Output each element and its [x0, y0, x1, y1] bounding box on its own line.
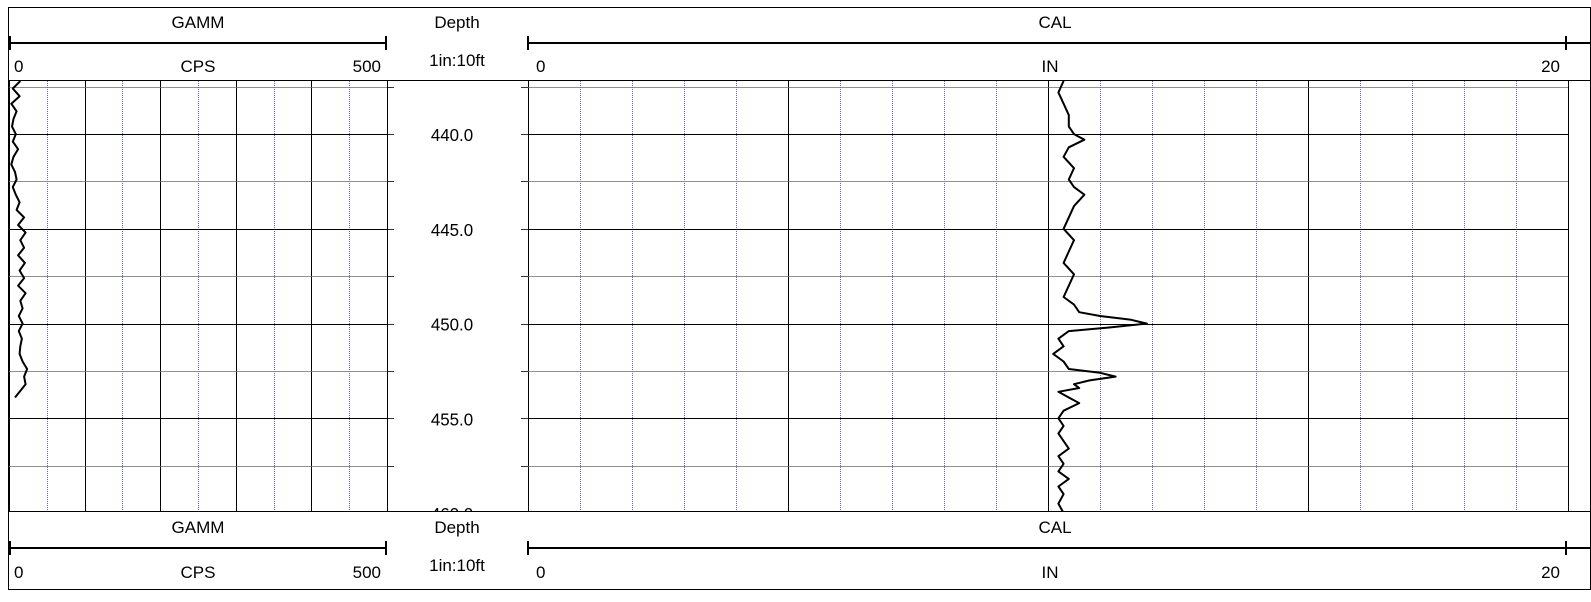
gamm-footer-unit: CPS [181, 563, 216, 582]
gamm-header-min: 0 [14, 57, 23, 76]
header-section: GAMM 0 CPS 500 Depth 1in:10ft CAL 0 IN 2… [8, 13, 1591, 81]
gamm-header-name: GAMM [172, 13, 225, 32]
gamm-footer-min: 0 [14, 563, 23, 582]
depth-footer-name: Depth [434, 518, 479, 537]
gamm-curve [10, 81, 29, 399]
depth-track: 440.0 445.0 450.0 455.0 460.0 [387, 87, 528, 525]
depth-tick-label: 455.0 [431, 409, 474, 430]
cal-footer-name: CAL [1038, 518, 1071, 537]
gamm-header-max: 500 [353, 57, 381, 76]
footer-section: GAMM 0 CPS 500 Depth 1in:10ft CAL 0 IN 2… [8, 511, 1591, 582]
depth-tick-label: 445.0 [431, 219, 474, 240]
cal-header-max: 20 [1541, 57, 1560, 76]
cal-curve [1052, 81, 1148, 511]
cal-footer-unit: IN [1042, 563, 1059, 582]
depth-header-name: Depth [434, 13, 479, 32]
gamm-footer-max: 500 [353, 563, 381, 582]
depth-header-scale: 1in:10ft [429, 51, 485, 70]
gamm-footer-name: GAMM [172, 518, 225, 537]
gamm-header-scale-bar [9, 36, 387, 50]
log-curves [10, 81, 1148, 511]
depth-tick-label: 460.0 [431, 504, 474, 525]
cal-header-scale-bar [527, 36, 1591, 50]
cal-header-name: CAL [1038, 13, 1071, 32]
depth-tick-label: 450.0 [431, 314, 474, 335]
cal-track-grid [528, 81, 1569, 511]
gamm-track-grid [9, 81, 388, 511]
cal-header-min: 0 [536, 57, 545, 76]
cal-footer-min: 0 [536, 563, 545, 582]
depth-tick-label: 440.0 [431, 125, 474, 146]
gamm-footer-scale-bar [9, 541, 387, 555]
depth-footer-scale: 1in:10ft [429, 556, 485, 575]
cal-footer-scale-bar [527, 541, 1591, 555]
gamm-header-unit: CPS [181, 57, 216, 76]
cal-header-unit: IN [1042, 57, 1059, 76]
log-frame [8, 7, 1591, 590]
cal-footer-max: 20 [1541, 563, 1560, 582]
